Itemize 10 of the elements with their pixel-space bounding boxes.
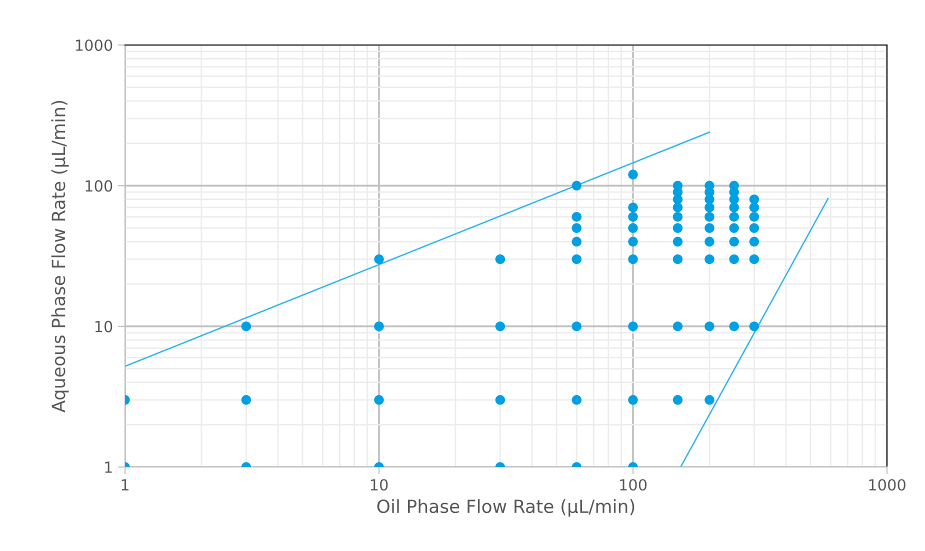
x-tick-label: 100 <box>620 479 647 491</box>
y-axis-title: Aqueous Phase Flow Rate (µL/min) <box>51 100 69 412</box>
x-tick-label: 10 <box>370 479 388 491</box>
x-axis-title: Oil Phase Flow Rate (µL/min) <box>377 499 634 517</box>
y-tick-label: 100 <box>86 180 112 192</box>
y-tick-label: 1000 <box>76 39 112 52</box>
x-tick-label: 1000 <box>869 479 906 491</box>
x-tick-label: 1 <box>122 479 128 490</box>
y-tick-label: 10 <box>95 320 112 332</box>
y-tick-label: 1 <box>105 462 112 473</box>
